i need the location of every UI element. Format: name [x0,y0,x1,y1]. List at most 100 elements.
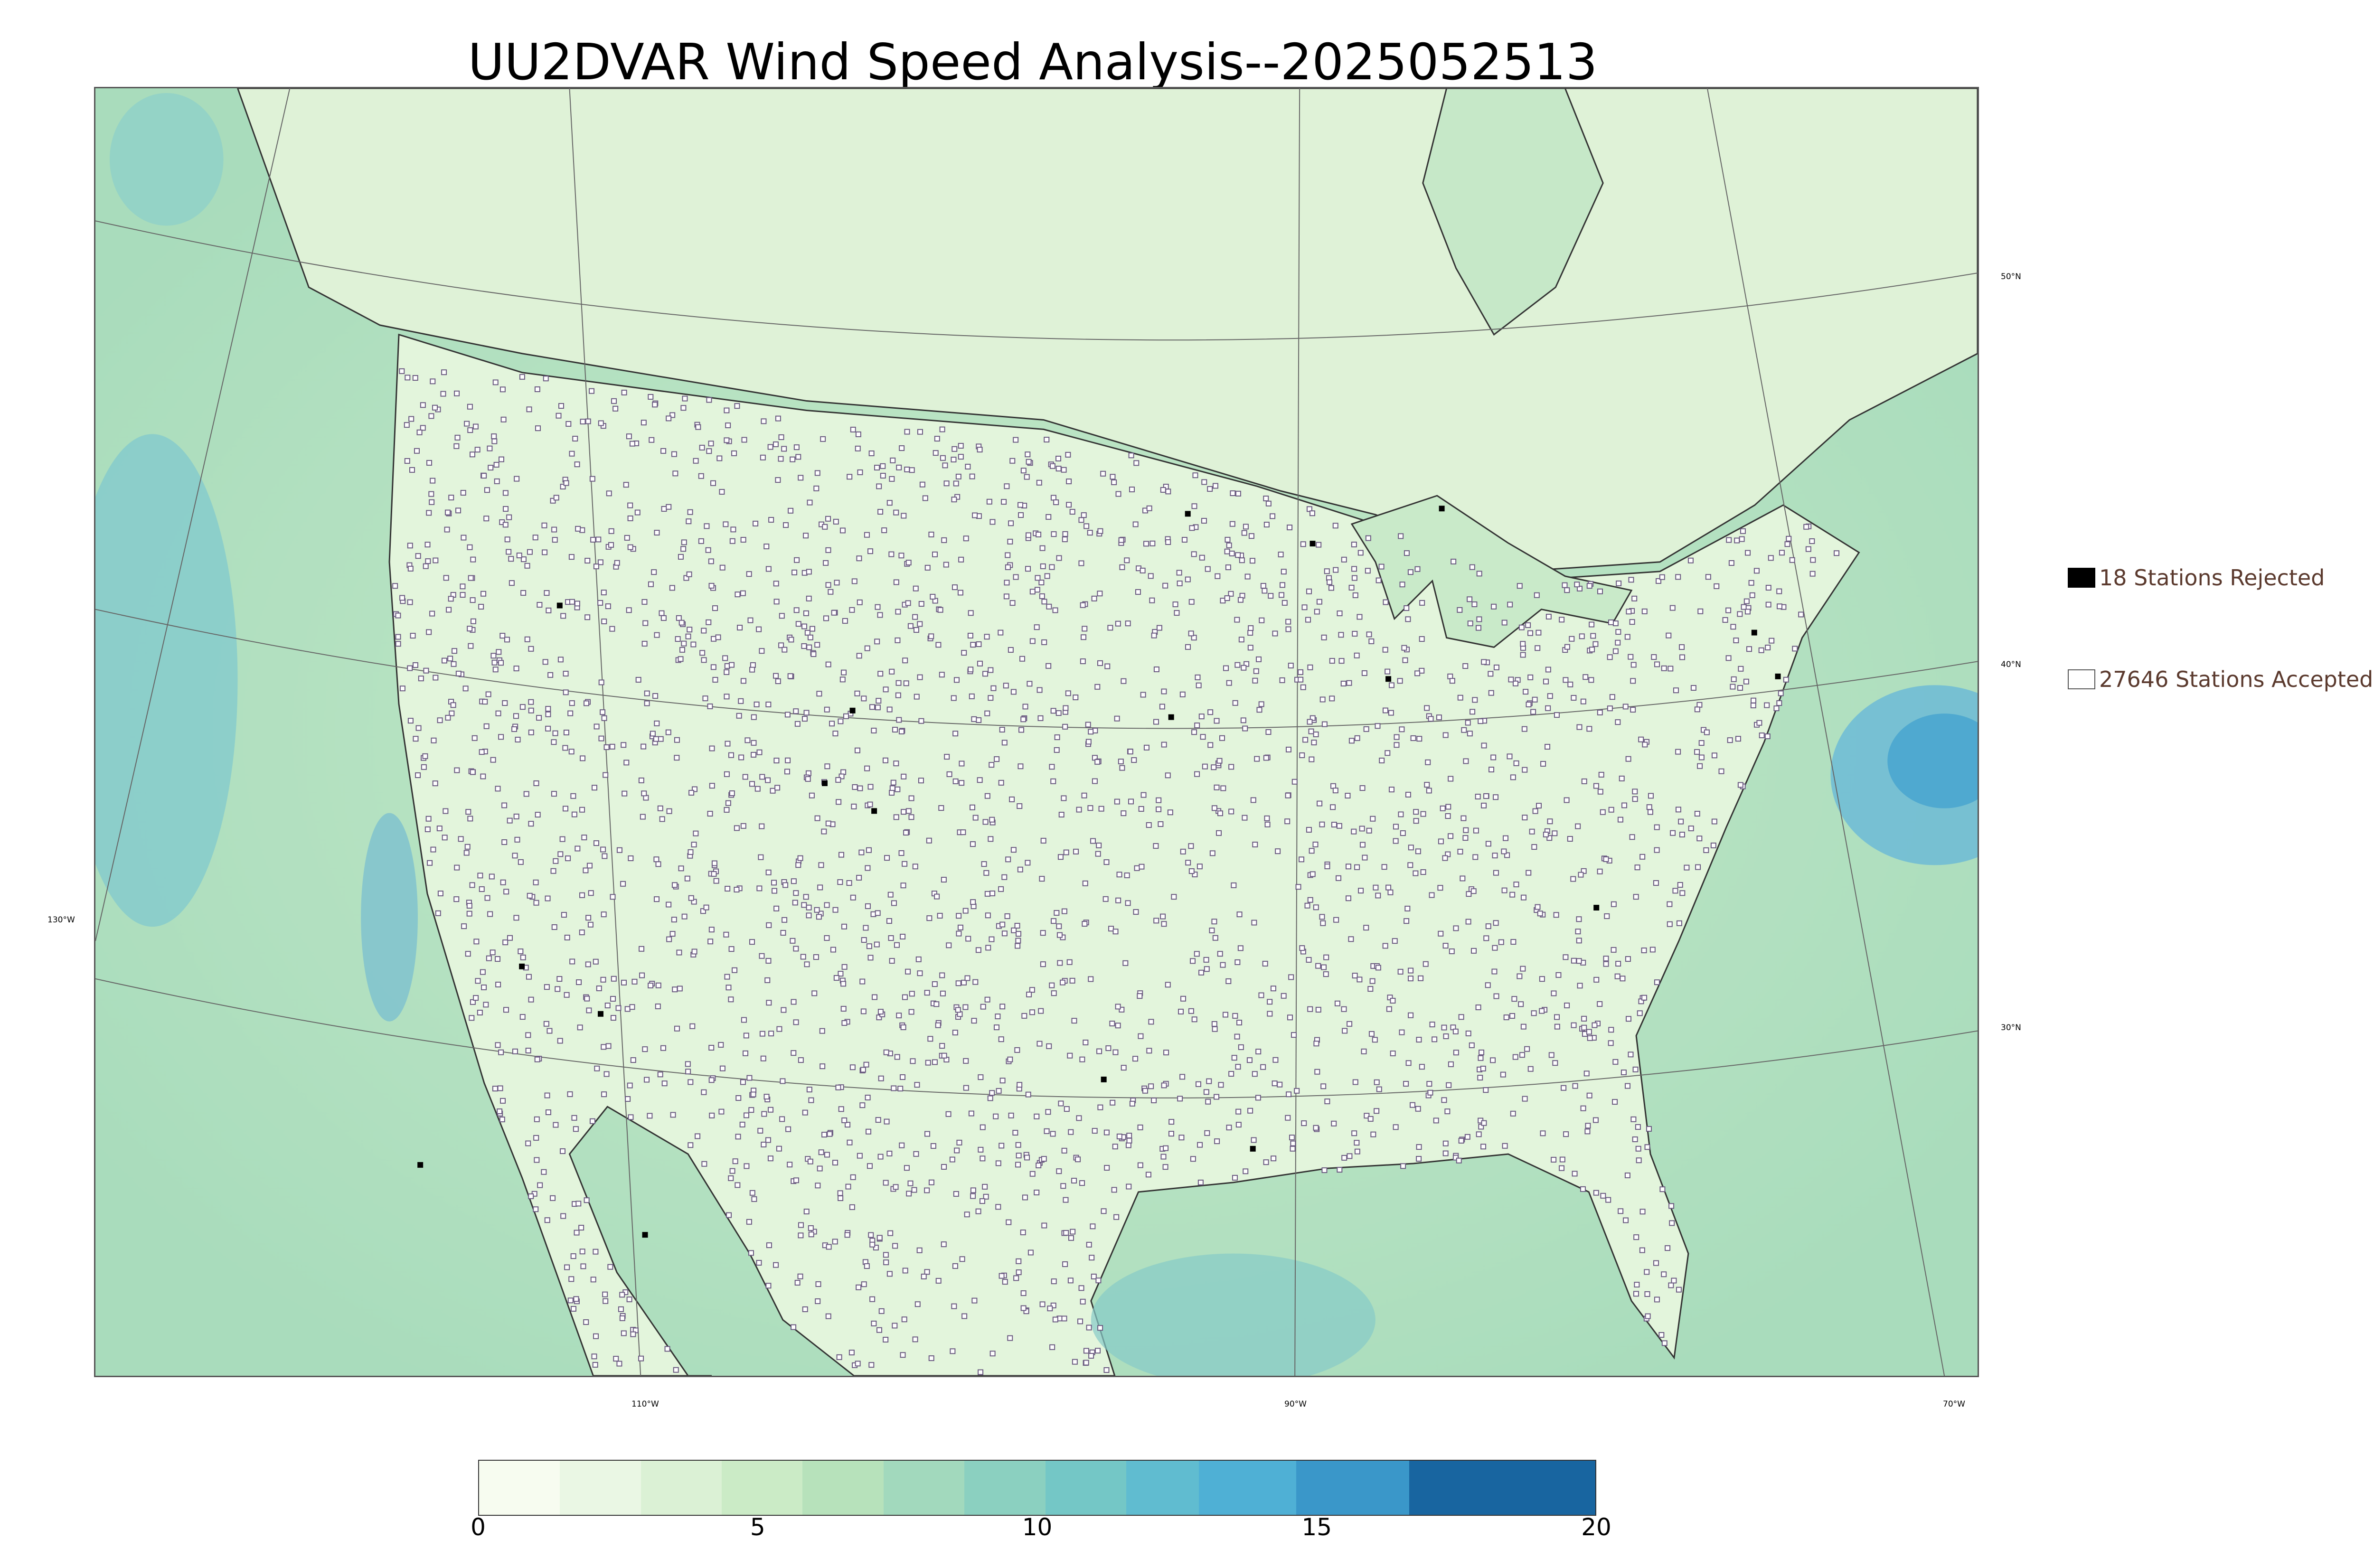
station-accepted [832,907,838,913]
station-accepted [534,1056,540,1062]
station-accepted [597,600,603,606]
station-accepted [1220,785,1226,791]
station-accepted [1006,1219,1012,1225]
station-accepted [1605,1197,1611,1203]
station-accepted [905,560,912,566]
station-accepted [1315,1006,1321,1013]
station-accepted [773,1262,779,1268]
station-accepted [1623,1217,1629,1223]
station-accepted [911,1187,917,1193]
station-accepted [1313,1125,1319,1131]
station-accepted [1020,468,1027,474]
station-accepted [1051,990,1057,996]
station-accepted [477,1010,483,1015]
station-accepted [1020,1290,1027,1296]
station-accepted [1394,742,1400,748]
station-accepted [1521,726,1527,732]
station-accepted [1670,830,1676,836]
station-accepted [1374,1079,1380,1085]
station-accepted [513,713,519,719]
station-accepted [1231,882,1237,888]
station-accepted [579,1249,585,1255]
station-accepted [1765,645,1771,650]
station-accepted [491,659,498,666]
station-accepted [1503,835,1508,841]
station-accepted [1037,715,1044,721]
station-accepted [764,977,771,983]
station-accepted [1628,654,1634,660]
station-accepted [1354,1140,1360,1146]
station-accepted [490,949,496,956]
station-rejected [1309,541,1316,547]
station-accepted [1419,1064,1425,1070]
station-accepted [1050,1302,1056,1308]
station-accepted [546,607,552,613]
station-accepted [939,1043,945,1049]
station-accepted [896,464,902,470]
station-accepted [1507,601,1513,608]
station-accepted [1229,550,1235,556]
station-accepted [759,774,765,780]
station-accepted [666,901,672,908]
station-accepted [551,791,557,797]
station-accepted [1004,913,1010,919]
station-accepted [1324,1099,1330,1105]
station-accepted [1572,1083,1578,1089]
station-accepted [935,642,942,648]
station-accepted [1354,735,1360,741]
station-accepted [1393,824,1399,830]
station-accepted [621,742,627,748]
station-accepted [1493,920,1499,926]
station-accepted [898,850,904,856]
station-accepted [976,717,982,723]
station-accepted [1179,1074,1186,1080]
station-accepted [1446,1082,1452,1088]
station-accepted [500,1098,506,1104]
station-accepted [977,447,983,453]
station-accepted [1678,818,1684,825]
station-accepted [673,1367,679,1373]
station-accepted [867,801,873,807]
station-accepted [1387,889,1394,895]
station-accepted [1632,1136,1638,1142]
station-accepted [593,958,599,965]
station-accepted [1452,1028,1459,1034]
station-accepted [759,648,765,654]
station-accepted [1768,555,1774,561]
station-accepted [528,1193,534,1199]
station-accepted [1103,859,1110,865]
station-accepted [788,507,794,514]
station-accepted [1727,737,1733,743]
station-accepted [729,538,735,544]
station-accepted [1338,632,1344,638]
colorbar-segment [1296,1461,1410,1515]
station-accepted [815,1281,821,1287]
station-accepted [793,444,800,451]
station-accepted [1466,891,1472,897]
station-accepted [589,1118,595,1124]
station-accepted [1546,835,1553,841]
station-accepted [601,911,607,918]
station-accepted [1725,607,1732,613]
station-accepted [874,465,880,471]
station-accepted [1247,1108,1253,1114]
station-accepted [1062,531,1068,537]
station-accepted [556,413,562,419]
station-accepted [1280,582,1286,588]
station-accepted [1049,564,1055,570]
station-accepted [913,627,919,633]
station-accepted [1555,972,1562,978]
station-accepted [1548,1052,1554,1058]
station-accepted [1425,759,1431,765]
station-accepted [990,685,997,691]
station-accepted [876,1014,882,1021]
station-accepted [563,806,568,812]
station-accepted [1498,939,1504,945]
station-accepted [1236,911,1243,918]
station-accepted [772,888,778,894]
station-accepted [1449,948,1455,954]
station-accepted [804,629,810,636]
station-accepted [1115,1004,1121,1010]
station-accepted [1581,1024,1587,1031]
station-accepted [563,480,569,486]
